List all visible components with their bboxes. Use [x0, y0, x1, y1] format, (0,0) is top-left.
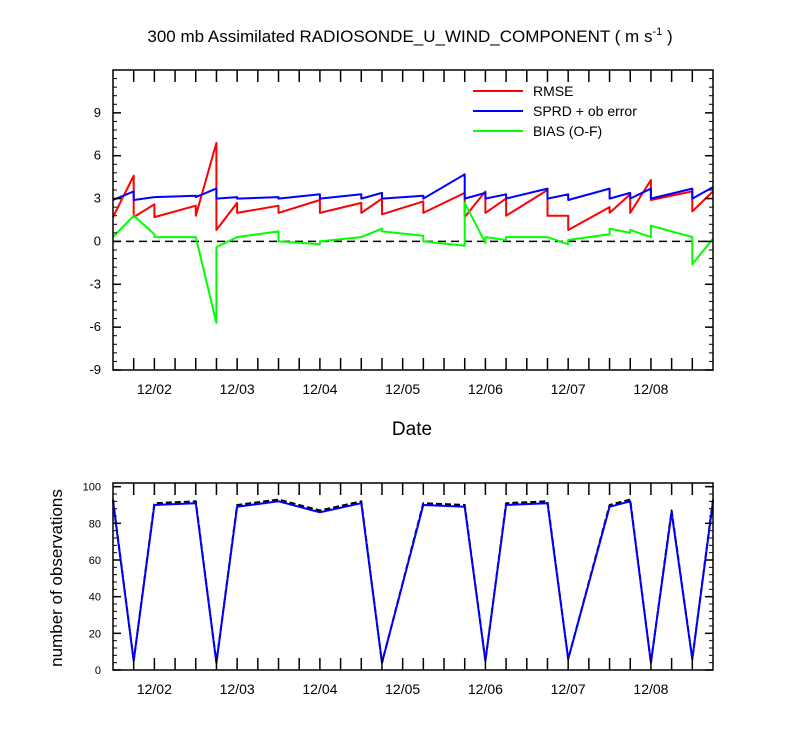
- series-line-observations-possible: [112, 498, 714, 664]
- bottom-tick-group: 0 20 40 60 80 100 12/02 12/03 12/04 12/05 12/06 12/…: [83, 482, 713, 697]
- top-plot-frame: [112, 69, 714, 371]
- x-tick-label: 12/03: [220, 681, 255, 697]
- x-tick-label: 12/02: [137, 381, 172, 397]
- top-series-group: [112, 141, 714, 324]
- y-tick-label: 100: [83, 482, 101, 494]
- series-line-sprd-ob-error: [112, 173, 714, 201]
- y-tick-label: 40: [89, 592, 101, 604]
- chart-title-main: 300 mb Assimilated RADIOSONDE_U_WIND_COM…: [147, 27, 652, 46]
- x-tick-label: 12/07: [551, 681, 586, 697]
- series-line-observations-assimilated: [112, 500, 714, 664]
- x-tick-label: 12/03: [220, 381, 255, 397]
- y-tick-label: 6: [94, 148, 101, 163]
- y-tick-label: 80: [89, 518, 101, 530]
- y-axis-label-bottom: number of observations: [47, 489, 66, 667]
- x-tick-label: 12/04: [302, 381, 337, 397]
- x-tick-label: 12/06: [468, 681, 503, 697]
- x-axis-label: Date: [392, 419, 432, 440]
- x-tick-label: 12/06: [468, 381, 503, 397]
- top-tick-group: -9 -6 -3 0 3 6 9 12/02 12/03 12/04 12/05 12/06 12/07…: [89, 69, 713, 397]
- x-tick-label: 12/08: [633, 681, 668, 697]
- legend-label: SPRD + ob error: [533, 103, 637, 119]
- series-line-bias-o-f: [112, 201, 714, 324]
- x-tick-label: 12/08: [633, 381, 668, 397]
- y-tick-label: -6: [89, 319, 101, 334]
- top-plot: -9 -6 -3 0 3 6 9 12/02 12/03 12/04 12/05 12/06 12/07…: [89, 69, 714, 397]
- y-tick-label: 3: [94, 191, 101, 206]
- y-tick-label: 0: [95, 665, 101, 677]
- series-line-rmse: [112, 141, 714, 231]
- bottom-plot-frame: [112, 482, 714, 671]
- legend-label: RMSE: [533, 83, 573, 99]
- chart-title-superscript: -1: [652, 26, 662, 38]
- bottom-plot: 0 20 40 60 80 100 12/02 12/03 12/04 12/05 12/06 12/…: [83, 482, 714, 697]
- x-tick-label: 12/02: [137, 681, 172, 697]
- chart-title: 300 mb Assimilated RADIOSONDE_U_WIND_COM…: [147, 26, 672, 46]
- y-tick-label: 60: [89, 555, 101, 567]
- chart-title-end: ): [662, 27, 672, 46]
- y-tick-label: 0: [94, 233, 101, 248]
- y-tick-label: -3: [89, 276, 101, 291]
- y-tick-label: -9: [89, 362, 101, 377]
- x-tick-label: 12/05: [385, 681, 420, 697]
- y-tick-label: 9: [94, 105, 101, 120]
- x-tick-label: 12/04: [302, 681, 337, 697]
- legend-label: BIAS (O-F): [533, 123, 602, 139]
- y-tick-label: 20: [89, 628, 101, 640]
- x-tick-label: 12/05: [385, 381, 420, 397]
- legend: RMSE SPRD + ob error BIAS (O-F): [473, 83, 637, 139]
- x-tick-label: 12/07: [551, 381, 586, 397]
- bottom-series-group: [112, 498, 714, 664]
